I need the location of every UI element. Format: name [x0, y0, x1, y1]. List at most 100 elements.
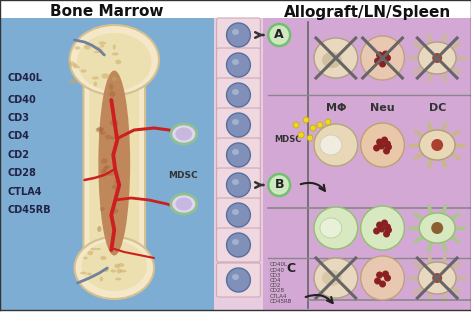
Circle shape — [227, 268, 250, 292]
Ellipse shape — [114, 180, 120, 184]
Bar — [0, 0, 471, 18]
Bar — [264, 18, 471, 310]
Ellipse shape — [96, 128, 103, 132]
Circle shape — [374, 278, 381, 284]
Ellipse shape — [115, 278, 121, 280]
Ellipse shape — [232, 209, 239, 215]
Ellipse shape — [232, 119, 239, 125]
Ellipse shape — [232, 59, 239, 65]
Ellipse shape — [419, 42, 456, 74]
Text: Neu: Neu — [370, 103, 395, 113]
Ellipse shape — [104, 268, 109, 272]
FancyBboxPatch shape — [83, 54, 145, 272]
Ellipse shape — [96, 248, 101, 250]
Circle shape — [317, 122, 323, 128]
Ellipse shape — [80, 272, 87, 274]
Circle shape — [376, 51, 383, 59]
Ellipse shape — [69, 79, 76, 83]
Ellipse shape — [93, 81, 97, 87]
Text: DC: DC — [428, 103, 446, 113]
Ellipse shape — [100, 277, 103, 282]
Text: CD4: CD4 — [8, 131, 30, 141]
Ellipse shape — [232, 274, 239, 280]
Ellipse shape — [320, 135, 342, 155]
Ellipse shape — [112, 184, 118, 190]
Circle shape — [361, 256, 404, 300]
Circle shape — [227, 113, 250, 137]
FancyBboxPatch shape — [217, 228, 260, 262]
Circle shape — [227, 83, 250, 107]
Text: Allograft/LN/Spleen: Allograft/LN/Spleen — [284, 5, 451, 20]
Ellipse shape — [74, 237, 154, 299]
Ellipse shape — [100, 45, 105, 47]
Ellipse shape — [314, 38, 358, 78]
Text: CD40: CD40 — [8, 95, 36, 105]
Circle shape — [303, 117, 309, 123]
Text: CD40: CD40 — [269, 268, 284, 273]
Circle shape — [385, 144, 392, 150]
Text: CD45RB: CD45RB — [8, 205, 52, 215]
Ellipse shape — [94, 47, 100, 49]
Ellipse shape — [103, 166, 108, 172]
Ellipse shape — [232, 89, 239, 95]
Ellipse shape — [112, 77, 117, 81]
Circle shape — [325, 119, 331, 125]
Ellipse shape — [68, 61, 75, 66]
Ellipse shape — [104, 165, 110, 169]
Ellipse shape — [314, 124, 358, 166]
Ellipse shape — [419, 130, 455, 160]
Ellipse shape — [114, 264, 120, 268]
Circle shape — [384, 223, 391, 231]
Ellipse shape — [101, 158, 108, 164]
Ellipse shape — [232, 239, 239, 245]
Circle shape — [361, 123, 404, 167]
Ellipse shape — [94, 51, 101, 53]
Ellipse shape — [118, 263, 124, 267]
Ellipse shape — [232, 179, 239, 185]
Ellipse shape — [314, 207, 358, 249]
Bar — [0, 310, 471, 327]
Ellipse shape — [115, 60, 121, 64]
Circle shape — [381, 219, 388, 227]
Circle shape — [378, 226, 385, 232]
Circle shape — [268, 174, 290, 196]
Ellipse shape — [81, 69, 87, 73]
Ellipse shape — [83, 257, 88, 259]
Circle shape — [373, 228, 380, 234]
Ellipse shape — [97, 226, 101, 232]
Text: CTLA4: CTLA4 — [8, 187, 43, 197]
Circle shape — [431, 139, 443, 151]
Ellipse shape — [322, 270, 342, 286]
FancyBboxPatch shape — [217, 48, 260, 82]
Ellipse shape — [117, 268, 122, 273]
Ellipse shape — [88, 251, 93, 255]
Ellipse shape — [171, 124, 197, 144]
FancyBboxPatch shape — [217, 168, 260, 202]
Circle shape — [381, 136, 388, 144]
Text: CD40L: CD40L — [8, 73, 43, 83]
Ellipse shape — [110, 269, 116, 272]
Circle shape — [385, 227, 392, 233]
Circle shape — [382, 50, 389, 58]
FancyBboxPatch shape — [217, 138, 260, 172]
Ellipse shape — [99, 131, 106, 135]
Ellipse shape — [110, 120, 118, 126]
Circle shape — [383, 147, 390, 154]
Ellipse shape — [100, 256, 107, 260]
Circle shape — [374, 58, 381, 64]
FancyBboxPatch shape — [217, 78, 260, 112]
Circle shape — [384, 55, 391, 61]
Text: CD3: CD3 — [8, 113, 30, 123]
Ellipse shape — [99, 71, 130, 255]
Ellipse shape — [120, 269, 127, 272]
Ellipse shape — [97, 127, 104, 131]
Ellipse shape — [419, 262, 456, 294]
Text: C: C — [287, 262, 296, 274]
Text: CD28: CD28 — [269, 288, 284, 294]
Circle shape — [384, 274, 391, 282]
Text: MΦ: MΦ — [326, 103, 346, 113]
Ellipse shape — [113, 44, 116, 50]
Text: CD2: CD2 — [8, 150, 30, 160]
Ellipse shape — [320, 218, 342, 238]
Circle shape — [227, 53, 250, 77]
